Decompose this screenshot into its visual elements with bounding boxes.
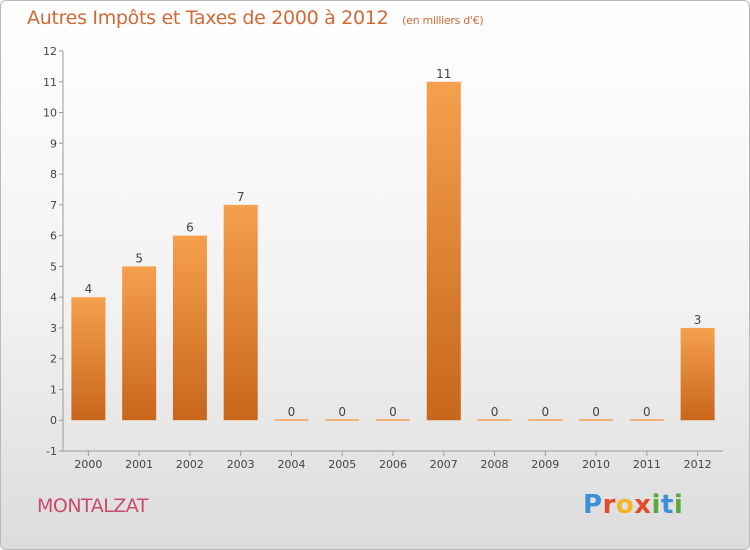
logo-letter: o xyxy=(615,490,635,520)
x-tick-label: 2005 xyxy=(328,458,356,471)
y-tick-label: 11 xyxy=(43,76,57,89)
data-label: 0 xyxy=(592,405,600,419)
data-label: 4 xyxy=(85,282,93,296)
chart-unit-label: (en milliers d'€) xyxy=(402,14,484,27)
logo-letter: t xyxy=(660,490,674,520)
data-label: 0 xyxy=(491,405,499,419)
y-tick-label: 5 xyxy=(50,260,57,273)
chart-title-text: Autres Impôts et Taxes de 2000 à 2012 xyxy=(27,7,389,29)
chart-data-labels: 4 5 6 7 0 0 0 11 0 0 0 0 3 xyxy=(85,67,702,419)
logo-letter: i xyxy=(651,490,661,520)
data-label: 5 xyxy=(135,251,143,265)
y-tick-label: 3 xyxy=(50,322,57,335)
bar-2001 xyxy=(122,266,157,421)
x-tick-label: 2004 xyxy=(277,458,305,471)
x-tick-label: 2010 xyxy=(582,458,610,471)
bar-2003 xyxy=(223,204,258,421)
data-label: 11 xyxy=(436,67,451,81)
bar-2004 xyxy=(274,419,309,421)
bar-2006 xyxy=(376,419,410,421)
x-tick-label: 2001 xyxy=(125,458,153,471)
y-tick-label: 6 xyxy=(50,230,57,243)
bar-2012 xyxy=(680,327,715,421)
x-tick-label: 2012 xyxy=(684,458,712,471)
data-label: 0 xyxy=(643,405,651,419)
bar-2000 xyxy=(71,297,106,421)
y-tick-label: 12 xyxy=(43,45,57,58)
logo-letter: r xyxy=(602,490,616,520)
x-tick-label: 2008 xyxy=(481,458,509,471)
bar-2011 xyxy=(629,419,664,421)
logo-letter: i xyxy=(673,490,684,520)
logo-letter: x xyxy=(634,490,652,520)
commune-name: MONTALZAT xyxy=(37,495,148,517)
bar-2007 xyxy=(426,81,461,421)
y-tick-label: 8 xyxy=(50,168,57,181)
data-label: 0 xyxy=(338,405,346,419)
bar-2005 xyxy=(325,419,360,421)
data-label: 6 xyxy=(186,221,194,235)
x-tick-label: 2011 xyxy=(633,458,661,471)
x-tick-label: 2003 xyxy=(227,458,255,471)
y-tick-label: -1 xyxy=(46,445,57,458)
proxiti-logo: Proxiti xyxy=(583,490,683,520)
data-label: 0 xyxy=(288,405,296,419)
bar-2009 xyxy=(528,419,563,421)
x-tick-label: 2006 xyxy=(379,458,407,471)
chart-title: Autres Impôts et Taxes de 2000 à 2012 (e… xyxy=(27,7,484,29)
bar-2008 xyxy=(477,419,512,421)
y-tick-label: 9 xyxy=(50,137,57,150)
x-tick-label: 2002 xyxy=(176,458,204,471)
data-label: 7 xyxy=(237,190,245,204)
data-label: 0 xyxy=(389,405,397,419)
y-tick-label: 10 xyxy=(43,107,57,120)
bar-2010 xyxy=(579,419,614,421)
chart-bars xyxy=(71,81,715,421)
data-label: 3 xyxy=(694,313,702,327)
y-tick-label: 2 xyxy=(50,353,57,366)
y-tick-label: 0 xyxy=(50,414,57,427)
x-tick-label: 2009 xyxy=(531,458,559,471)
logo-letter: P xyxy=(583,490,603,520)
x-tick-label: 2007 xyxy=(430,458,458,471)
data-label: 0 xyxy=(541,405,549,419)
y-tick-label: 7 xyxy=(50,199,57,212)
x-tick-label: 2000 xyxy=(74,458,102,471)
y-tick-label: 1 xyxy=(50,383,57,396)
bar-2002 xyxy=(172,235,207,421)
y-tick-label: 4 xyxy=(50,291,57,304)
